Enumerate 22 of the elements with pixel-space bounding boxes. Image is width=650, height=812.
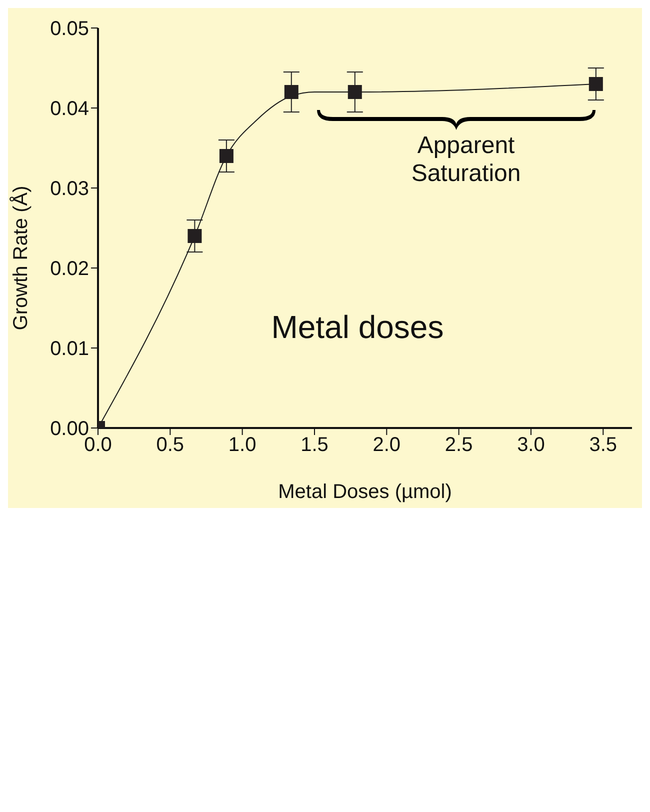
x-tick-label: 1.5 xyxy=(300,434,328,456)
x-tick-label: 2.0 xyxy=(372,434,401,456)
annotation: Metal doses xyxy=(271,308,444,346)
point xyxy=(348,85,362,99)
y-tick-label: 0.02 xyxy=(50,258,89,280)
x-axis-title: Metal Doses (µmol) xyxy=(278,481,452,503)
point xyxy=(588,77,603,91)
y-tick-label: 0.04 xyxy=(50,98,89,120)
point xyxy=(284,85,298,99)
x-tick-label: 0.0 xyxy=(84,434,112,456)
x-tick-label: 0.5 xyxy=(156,434,184,456)
x-tick-label: 3.5 xyxy=(589,434,618,456)
annotation: Apparent Saturation xyxy=(410,132,522,188)
x-tick-label: 2.5 xyxy=(444,434,473,456)
y-axis-title: Growth Rate (Å) xyxy=(9,186,32,330)
x-tick-label: 3.0 xyxy=(517,434,545,456)
point xyxy=(188,229,202,243)
x-tick-label: 1.0 xyxy=(228,434,256,456)
y-tick-label: 0.03 xyxy=(50,178,89,200)
point xyxy=(219,149,234,163)
y-tick-label: 0.01 xyxy=(50,338,89,360)
y-tick-label: 0.05 xyxy=(50,18,89,40)
